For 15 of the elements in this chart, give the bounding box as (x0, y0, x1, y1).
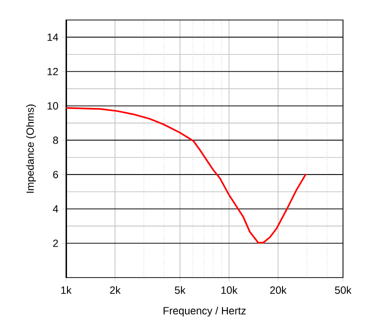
x-tick-label: 10k (221, 286, 238, 294)
y-tick-label: 14 (48, 34, 58, 41)
y-tick-label: 8 (53, 136, 58, 144)
y-tick-label: 4 (52, 205, 58, 213)
x-tick-label: 1k (61, 286, 72, 294)
x-tick-label: 2k (110, 286, 121, 294)
x-axis-title: Frequency / Hertz (164, 306, 246, 316)
x-tick-label: 50k (334, 286, 352, 294)
y-tick-label: 12 (48, 68, 58, 76)
y-axis-title: Impedance (Ohms) (26, 104, 36, 193)
y-tick-label: 2 (53, 240, 58, 247)
x-tick-label: 20k (270, 286, 287, 294)
y-tick-label: 10 (48, 102, 58, 110)
x-tick-label: 5k (174, 286, 186, 294)
y-tick-label: 6 (53, 170, 58, 178)
